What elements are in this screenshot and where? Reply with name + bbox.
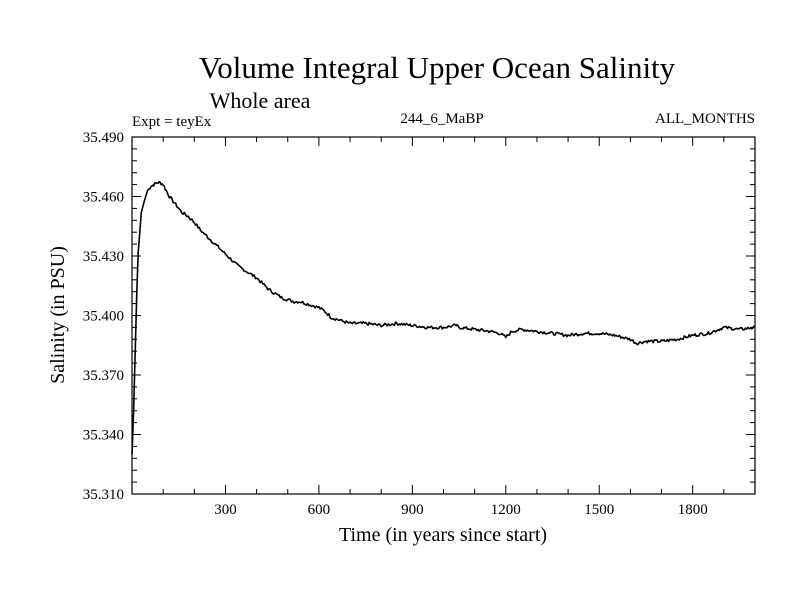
period-label: 244_6_MaBP	[400, 111, 483, 127]
chart-subtitle: Whole area	[210, 88, 311, 113]
y-axis-label: Salinity (in PSU)	[47, 246, 69, 384]
y-axis: 35.310 35.340 35.370 35.400 35.430 35.460 35.4…	[83, 130, 755, 503]
y-tick-label: 35.370	[83, 368, 124, 384]
y-tick-label: 35.490	[83, 130, 124, 146]
y-tick-label: 35.400	[83, 309, 124, 325]
salinity-series-line	[131, 180, 756, 455]
x-tick-label: 1200	[491, 502, 521, 518]
x-axis: 300 600 900 1200 1500 1800	[162, 137, 725, 518]
y-tick-label: 35.460	[83, 190, 124, 206]
experiment-label: Expt = teyEx	[132, 114, 212, 130]
x-axis-label: Time (in years since start)	[339, 524, 547, 546]
y-tick-label: 35.310	[83, 487, 124, 503]
y-tick-label: 35.430	[83, 249, 124, 265]
plot-frame	[131, 136, 756, 495]
x-tick-label: 300	[214, 502, 237, 518]
x-tick-label: 900	[401, 502, 424, 518]
x-tick-label: 600	[308, 502, 331, 518]
y-tick-label: 35.340	[83, 428, 124, 444]
x-tick-label: 1500	[584, 502, 614, 518]
x-tick-label: 1800	[678, 502, 708, 518]
months-label: ALL_MONTHS	[655, 111, 755, 127]
chart-title: Volume Integral Upper Ocean Salinity	[199, 50, 676, 85]
